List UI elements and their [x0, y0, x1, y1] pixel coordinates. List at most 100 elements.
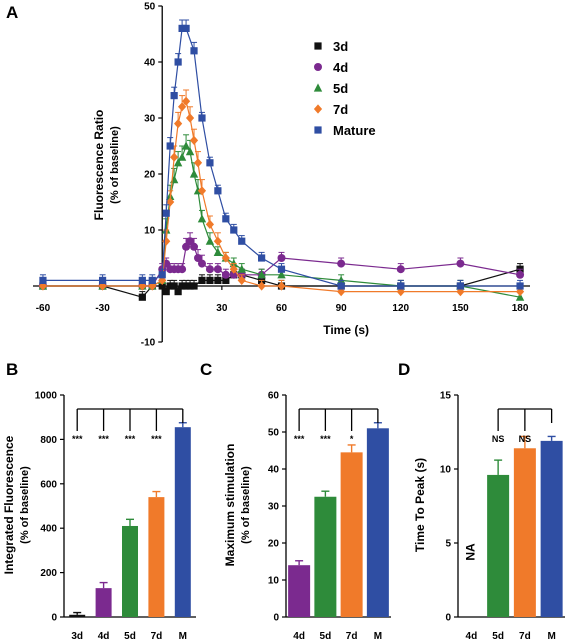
data-point-mature [198, 114, 206, 122]
data-point-4d [337, 259, 346, 268]
data-point-5d [169, 175, 179, 184]
panel-label-b: B [6, 360, 18, 379]
data-point-5d [257, 270, 266, 279]
bar-7d [513, 448, 536, 617]
y-tick-label-30: 30 [144, 114, 156, 125]
significance-label: *** [72, 434, 83, 444]
legend-marker-5d [313, 83, 323, 92]
data-point-7d [229, 264, 238, 274]
y-tick-label-15: 15 [440, 391, 452, 402]
legend-marker-3d [314, 42, 322, 50]
x-tick-label-5d: 5d [492, 631, 504, 640]
x-tick-label-30: -30 [95, 303, 110, 314]
data-point-3d [182, 282, 190, 290]
data-point-5d [185, 147, 195, 156]
data-point-4d [194, 254, 203, 262]
y-tick-label-40: 40 [144, 58, 156, 69]
y-axis-title-line: Time To Peak (s) [413, 458, 427, 552]
y-tick-label-200: 200 [40, 568, 57, 579]
data-point-3d [222, 276, 230, 284]
data-point-7d [162, 236, 171, 246]
y-tick-label-0: 0 [273, 613, 279, 624]
y-tick-label-10: 10 [144, 226, 156, 237]
legend-label-7d: 7d [333, 102, 348, 117]
x-tick-label-60: -60 [36, 303, 51, 314]
y-axis-title-line: (% of baseline) [109, 126, 121, 204]
data-point-mature [456, 282, 465, 290]
data-point-5d [173, 158, 183, 167]
panel-label-d: D [398, 360, 410, 379]
bar-4d [288, 565, 311, 617]
bar-note-4d: NA [463, 543, 477, 561]
data-point-mature [258, 254, 266, 262]
significance-label: *** [98, 434, 109, 444]
data-point-mature [397, 282, 405, 290]
data-point-mature [39, 276, 47, 284]
data-point-7d [221, 253, 230, 263]
significance-label: NS [492, 434, 505, 444]
data-point-3d [198, 276, 206, 284]
y-tick-label-30: 30 [268, 502, 280, 513]
bar-7d [340, 452, 363, 617]
x-tick-label-7d: 7d [519, 631, 531, 640]
bar-5d [314, 496, 337, 617]
data-point-mature [214, 187, 222, 195]
legend-marker-4d [314, 63, 322, 71]
data-point-mature [206, 159, 214, 167]
bar-7d [148, 497, 165, 617]
bar-5d [487, 474, 510, 617]
data-point-7d [197, 186, 207, 196]
data-point-7d [257, 281, 266, 291]
y-axis-title: Maximum stimulation (% of baseline) [223, 444, 252, 567]
data-point-mature [238, 237, 246, 245]
y-axis-title-line: Fluorescence Ratio [92, 110, 106, 221]
data-point-mature [337, 282, 345, 290]
data-point-mature [178, 24, 186, 32]
legend-label-mature: Mature [333, 123, 376, 138]
data-point-4d [221, 270, 230, 279]
legend-label-4d: 4d [333, 60, 348, 75]
y-tick-label-40: 40 [268, 465, 280, 476]
y-axis-title-line: Maximum stimulation [223, 444, 237, 567]
x-tick-label-7d: 7d [151, 631, 163, 640]
data-point-mature [158, 271, 166, 279]
x-tick-label-60: 60 [276, 303, 288, 314]
data-point-7d [178, 102, 187, 112]
bar-m [366, 428, 389, 617]
x-tick-label-90: 90 [336, 303, 348, 314]
chart-panel-a: -10 10 20 30 40 50 -60 -30 30 60 90 120 150 180 Time (… [33, 2, 530, 349]
data-point-mature [98, 276, 107, 284]
data-point-7d [174, 119, 183, 129]
x-tick-label-7d: 7d [346, 631, 358, 640]
x-tick-label-30: 30 [216, 303, 228, 314]
y-axis-title-line: Integrated Fluorescence [2, 435, 16, 574]
data-point-7d [515, 287, 525, 297]
data-point-4d [178, 265, 187, 274]
data-point-7d [185, 113, 195, 123]
data-point-mature [162, 209, 170, 217]
x-tick-label-180: 180 [512, 303, 529, 314]
y-tick-label-20: 20 [144, 170, 156, 181]
y-tick-label-400: 400 [40, 524, 57, 535]
data-point-5d [205, 236, 215, 245]
legend-marker-mature [314, 126, 322, 134]
panel-label-a: A [6, 3, 18, 22]
data-point-3d [174, 288, 182, 296]
data-point-3d [138, 293, 146, 301]
x-tick-label-5d: 5d [320, 631, 332, 640]
data-point-7d [213, 236, 222, 246]
data-point-mature [277, 265, 286, 273]
data-point-mature [174, 58, 182, 66]
significance-label: *** [125, 434, 136, 444]
data-point-3d [178, 282, 186, 290]
x-tick-label-150: 150 [452, 303, 469, 314]
data-point-4d [205, 265, 214, 274]
panel-label-c: C [200, 360, 212, 379]
data-point-mature [222, 215, 230, 223]
data-point-7d [237, 275, 246, 285]
significance-label: * [350, 434, 354, 444]
y-tick-label-0: 0 [51, 613, 57, 624]
chart-panel-b: 0 200 400 600 800 1000 Integrated Fluorescence… [2, 391, 196, 640]
x-axis-title: Time (s) [323, 323, 369, 337]
x-tick-label-3d: 3d [71, 631, 83, 640]
